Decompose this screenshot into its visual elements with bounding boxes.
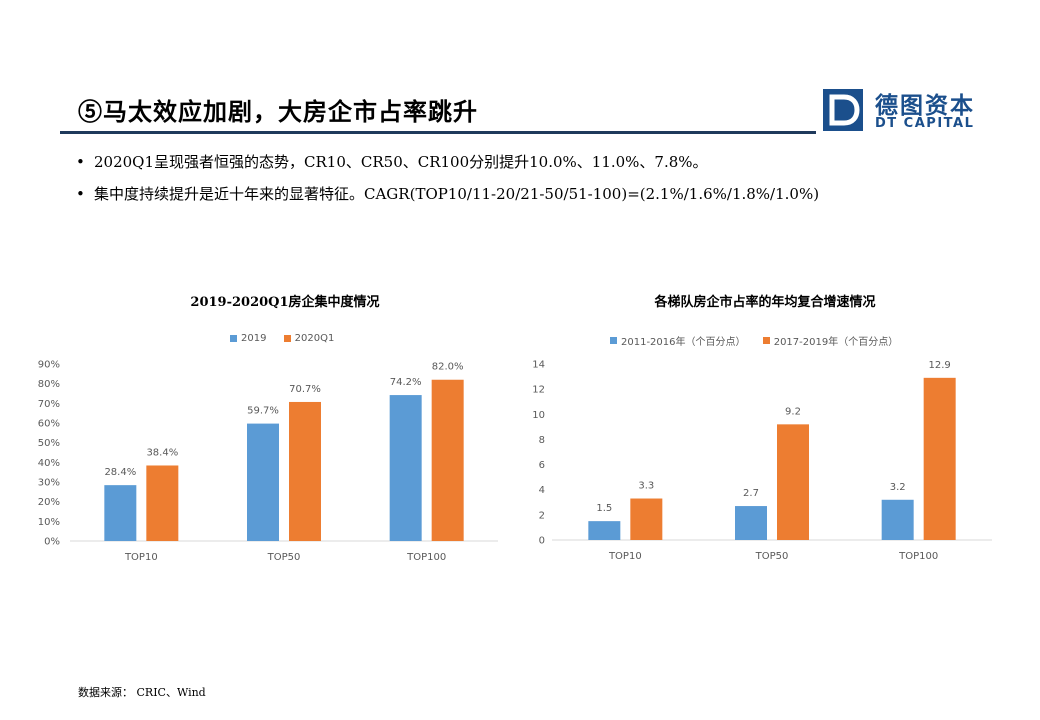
legend-swatch	[230, 335, 237, 342]
y-tick-label: 20%	[38, 497, 60, 508]
y-tick-label: 60%	[38, 419, 60, 430]
bullet-dot-icon: •	[76, 185, 85, 203]
x-tick-label: TOP100	[406, 552, 446, 563]
bullet-list: • 2020Q1呈现强者恒强的态势，CR10、CR50、CR100分别提升10.0…	[76, 152, 819, 216]
legend-item: 2019	[230, 333, 266, 344]
bar-top100-series-1	[389, 395, 422, 541]
chart-2-title: 各梯队房企市占率的年均复合增速情况	[654, 295, 876, 310]
legend-swatch	[610, 337, 617, 344]
data-label: 59.7%	[247, 406, 279, 417]
bullet-item: • 2020Q1呈现强者恒强的态势，CR10、CR50、CR100分别提升10.0…	[76, 152, 819, 172]
legend-label: 2011-2016年（个百分点）	[621, 337, 746, 348]
bar-top50-series-1	[247, 423, 279, 541]
data-label: 82.0%	[432, 362, 464, 373]
bar-top100-series-2	[431, 379, 464, 541]
x-tick-label: TOP10	[124, 552, 158, 563]
legend-label: 2020Q1	[294, 333, 335, 344]
bullet-item: • 集中度持续提升是近十年来的显著特征。CAGR(TOP10/11-20/21-5…	[76, 184, 819, 204]
bullet-dot-icon: •	[76, 153, 85, 171]
data-source-note: 数据来源： CRIC、Wind	[78, 686, 206, 699]
dt-logo-icon	[823, 89, 863, 131]
bar-top50-series-2	[289, 401, 321, 541]
y-tick-label: 0%	[44, 537, 60, 548]
bar-top10-series-2	[146, 465, 179, 541]
x-tick-label: TOP50	[267, 552, 301, 563]
data-label: 38.4%	[146, 447, 178, 458]
title-divider	[60, 131, 816, 134]
data-label: 74.2%	[390, 377, 422, 388]
y-tick-label: 70%	[38, 399, 60, 410]
legend-label: 2019	[241, 333, 267, 344]
y-tick-label: 90%	[38, 360, 60, 371]
data-label: 70.7%	[289, 384, 321, 395]
legend-item: 2020Q1	[283, 333, 335, 344]
bar-top10-series-1	[104, 485, 137, 541]
y-tick-label: 40%	[38, 458, 60, 469]
chart-2-legend: 2011-2016年（个百分点） 2017-2019年（个百分点）	[610, 333, 912, 348]
logo-chinese-name: 德图资本	[875, 93, 975, 119]
legend-item: 2017-2019年（个百分点）	[762, 333, 899, 348]
y-tick-label: 80%	[38, 379, 60, 390]
chart-1-title: 2019-2020Q1房企集中度情况	[190, 295, 380, 310]
y-tick-label: 50%	[38, 438, 60, 449]
legend-swatch	[283, 335, 291, 342]
company-logo: 德图资本 DT CAPITAL	[823, 88, 983, 134]
bullet-text: 2020Q1呈现强者恒强的态势，CR10、CR50、CR100分别提升10.0%…	[94, 153, 708, 171]
legend-item: 2011-2016年（个百分点）	[610, 333, 746, 348]
chart-1-legend: 2019 2020Q1	[230, 333, 348, 345]
legend-swatch	[762, 337, 770, 344]
logo-english-name: DT CAPITAL	[875, 116, 975, 131]
slide-title: ⑤马太效应加剧，大房企市占率跳升	[78, 97, 478, 126]
legend-label: 2017-2019年（个百分点）	[773, 337, 899, 348]
bullet-text: 集中度持续提升是近十年来的显著特征。CAGR(TOP10/11-20/21-50…	[94, 185, 820, 203]
y-tick-label: 10%	[38, 517, 60, 528]
data-label: 28.4%	[104, 467, 136, 478]
y-tick-label: 30%	[38, 478, 60, 489]
